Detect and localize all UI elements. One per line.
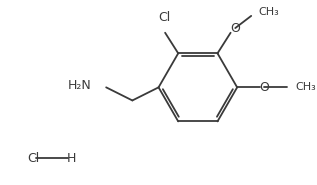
Text: CH₃: CH₃ [295, 82, 316, 92]
Text: O: O [259, 81, 269, 94]
Text: Cl: Cl [28, 152, 40, 165]
Text: O: O [230, 22, 240, 35]
Text: Cl: Cl [158, 11, 170, 24]
Text: CH₃: CH₃ [259, 7, 279, 17]
Text: H: H [67, 152, 76, 165]
Text: H₂N: H₂N [68, 79, 91, 92]
